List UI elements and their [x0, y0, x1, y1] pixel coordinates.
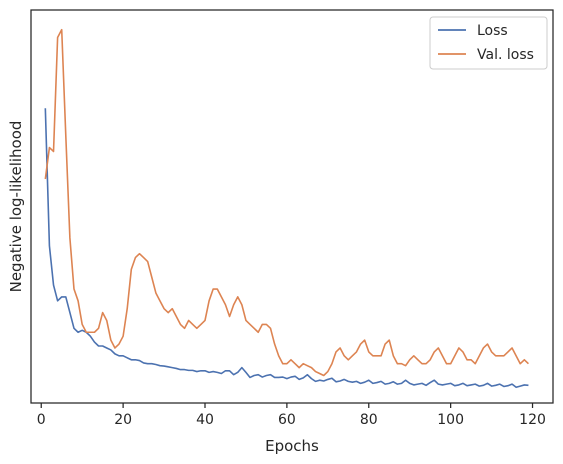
- series-line-loss: [44, 108, 529, 389]
- series-line-val-loss: [44, 28, 529, 377]
- x-tick-label: 20: [114, 412, 132, 428]
- x-axis-title: Epochs: [265, 437, 319, 455]
- legend: Loss Val. loss: [429, 16, 548, 70]
- legend-label: Val. loss: [477, 47, 534, 63]
- legend-label: Loss: [477, 23, 508, 39]
- x-tick-label: 0: [37, 412, 46, 428]
- x-axis: 0 20 40 60 80 100 120: [37, 403, 546, 428]
- x-tick-label: 40: [196, 412, 214, 428]
- x-tick-label: 100: [437, 412, 464, 428]
- x-tick-label: 60: [278, 412, 296, 428]
- x-tick-label: 120: [519, 412, 546, 428]
- plot-area: [30, 9, 554, 404]
- series-lines: [44, 28, 529, 389]
- x-tick-label: 80: [360, 412, 378, 428]
- y-axis-title: Negative log-likelihood: [7, 121, 25, 293]
